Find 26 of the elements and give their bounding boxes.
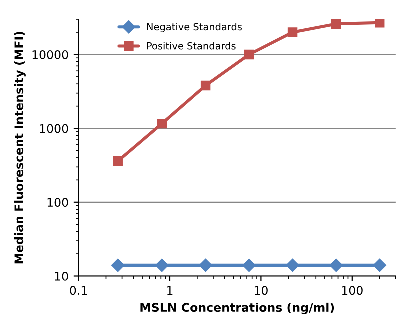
point <box>373 258 386 272</box>
point <box>244 50 254 60</box>
point <box>157 118 167 129</box>
x-axis-title: MSLN Concentrations (ng/ml) <box>140 302 334 314</box>
x-tick-label: 1 <box>168 286 173 295</box>
y-tick-label: 10 <box>55 272 68 281</box>
y-axis-title: Median Fluorescent Intensity (MFI) <box>14 32 26 264</box>
point <box>242 258 256 272</box>
point <box>112 258 125 272</box>
legend-label: Positive Standards <box>147 42 236 50</box>
point <box>200 80 211 91</box>
point <box>199 258 212 272</box>
point <box>288 28 298 38</box>
x-tick-label: 100 <box>342 286 363 296</box>
x-tick-label: 0.1 <box>70 286 88 296</box>
y-tick-label: 100 <box>48 198 68 208</box>
point <box>330 258 343 272</box>
y-tick-label: 1000 <box>40 124 68 134</box>
point <box>332 20 342 29</box>
point <box>375 20 385 28</box>
point <box>286 258 300 272</box>
y-tick-label: 10000 <box>32 50 68 60</box>
x-tick-label: 10 <box>254 286 268 296</box>
legend-label: Negative Standards <box>147 23 242 33</box>
point <box>156 258 169 272</box>
point <box>113 156 123 166</box>
